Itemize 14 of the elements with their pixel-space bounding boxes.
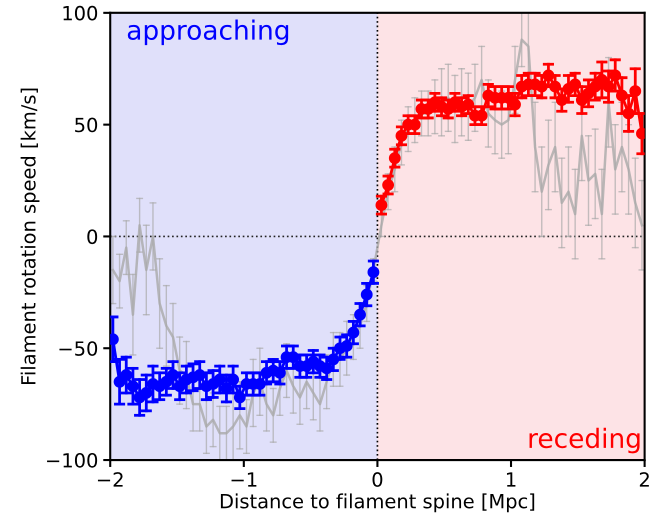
- y-tick-label: 0: [87, 229, 98, 244]
- x-tick-label: 2: [640, 472, 649, 487]
- y-tick-label: −50: [59, 341, 98, 356]
- y-tick-label: 100: [63, 6, 98, 21]
- y-tick-label: −100: [47, 452, 98, 468]
- x-tick-label: 1: [506, 472, 516, 487]
- x-tick-label: 0: [372, 472, 382, 487]
- y-axis-title: Filament rotation speed [km/s]: [20, 88, 40, 384]
- x-tick-label: −1: [232, 472, 256, 487]
- y-tick-label: 50: [75, 118, 98, 132]
- x-tick-label: −2: [98, 472, 123, 487]
- x-axis-title: Distance to filament spine [Mpc]: [220, 493, 534, 512]
- band-label: approaching: [128, 20, 288, 46]
- band-label: receding: [530, 428, 640, 454]
